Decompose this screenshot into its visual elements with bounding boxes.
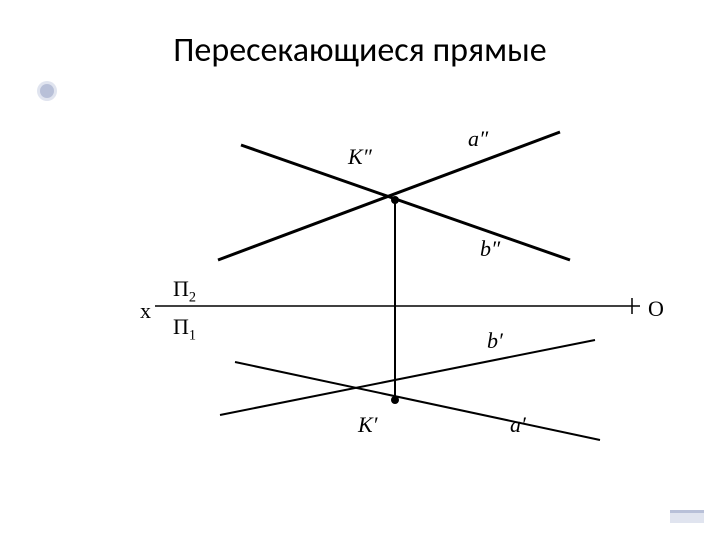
deco-circle-icon [40, 84, 54, 98]
label-a2: а″ [468, 128, 488, 150]
deco-rect-icon [670, 510, 704, 523]
label-a1: а′ [510, 414, 526, 436]
label-b2: b″ [480, 238, 500, 260]
label-pi1: П1 [173, 316, 196, 343]
diagram [0, 0, 720, 540]
line-b1 [220, 340, 595, 415]
label-pi2: П2 [173, 278, 196, 305]
line-b2 [241, 145, 570, 260]
label-K1: K′ [358, 414, 378, 436]
label-b1: b′ [487, 330, 503, 352]
label-K2: K″ [348, 146, 372, 168]
label-O: О [648, 298, 664, 320]
label-x: х [140, 300, 151, 322]
